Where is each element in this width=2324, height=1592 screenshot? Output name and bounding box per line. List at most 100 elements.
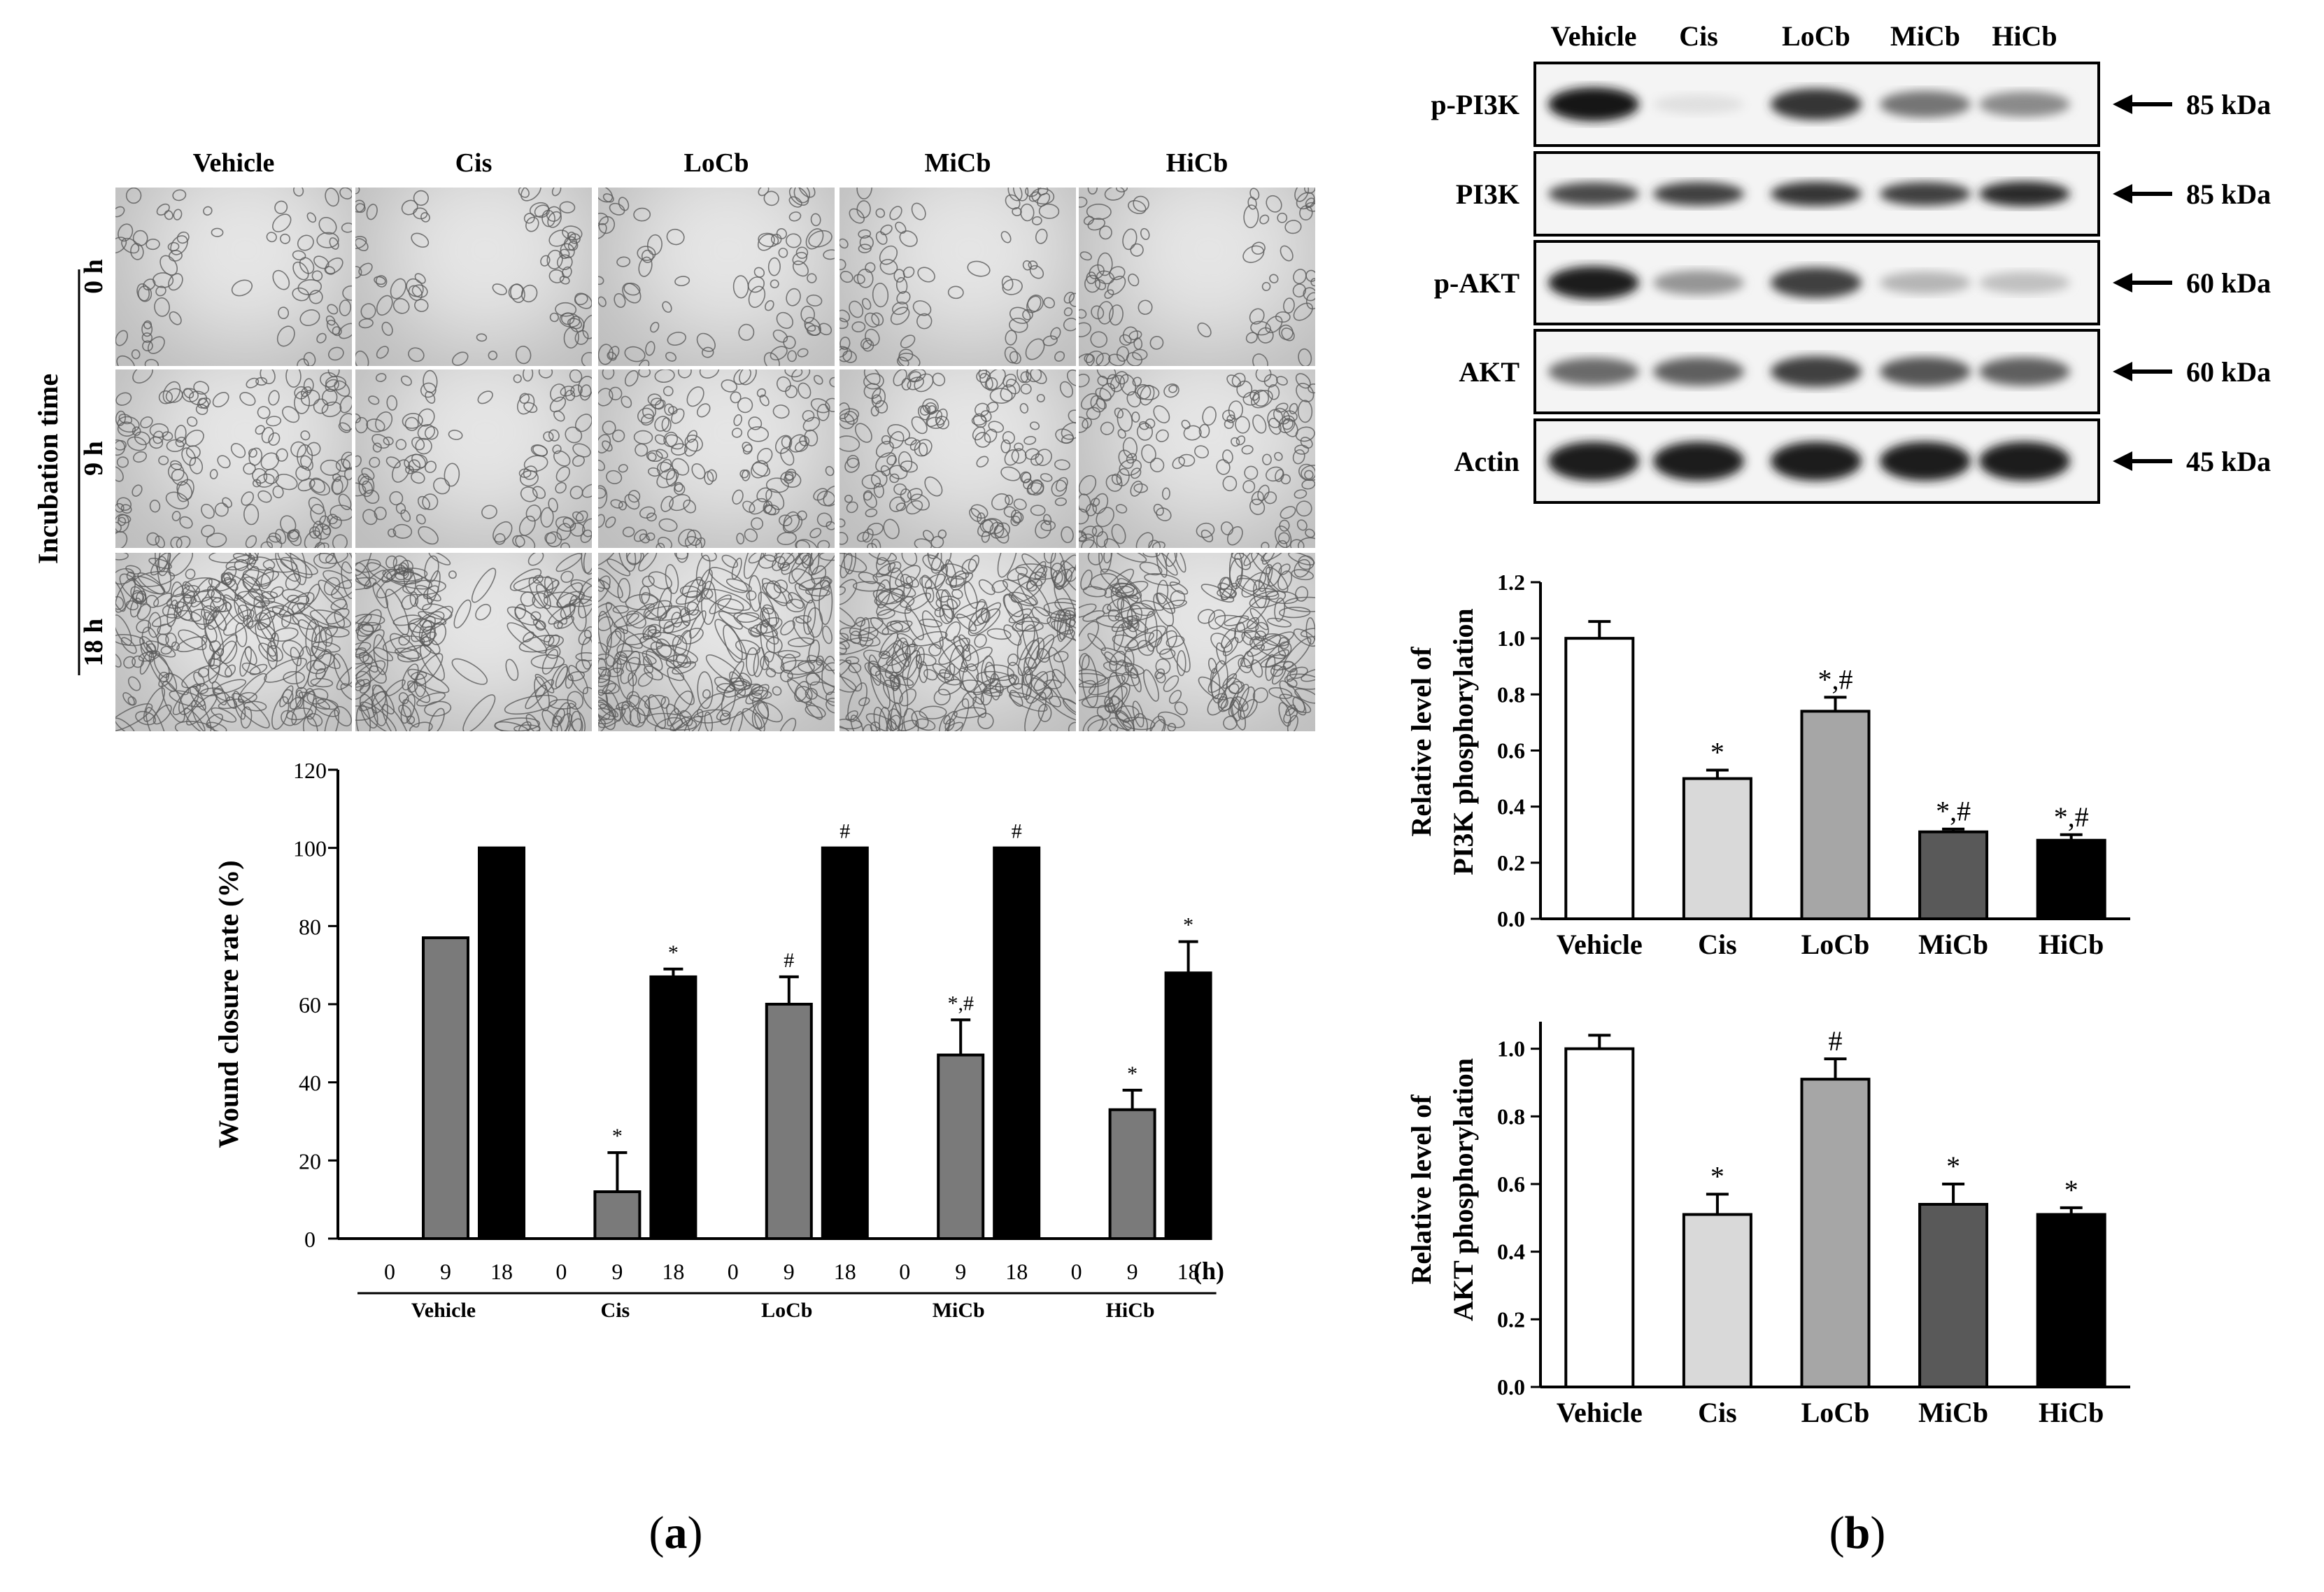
cell-mark <box>1079 533 1095 548</box>
cell-mark <box>323 570 352 589</box>
cell-mark <box>162 604 182 619</box>
cell-mark <box>648 571 672 590</box>
pi3k-annotation: * <box>1710 737 1724 768</box>
cell-mark <box>1197 322 1212 338</box>
cell-mark <box>1281 327 1295 341</box>
cell-mark <box>1247 196 1257 210</box>
cell-mark <box>127 676 141 691</box>
cell-mark <box>1230 699 1242 721</box>
cell-mark <box>1091 305 1105 320</box>
cell-mark <box>1236 380 1253 398</box>
cell-mark <box>686 386 704 407</box>
cell-mark <box>1107 672 1124 715</box>
cell-mark <box>327 369 340 378</box>
cell-mark <box>608 346 620 360</box>
cell-mark <box>1154 668 1165 679</box>
cell-mark <box>605 516 616 528</box>
cell-mark <box>753 647 765 677</box>
cell-mark <box>763 500 773 514</box>
cell-mark <box>839 642 847 654</box>
wound-y-tick-label-40: 40 <box>299 1071 321 1096</box>
pi3k-x-tick-label-cis: Cis <box>1698 929 1737 960</box>
cell-mark <box>371 434 390 449</box>
akt-y-tick-label: 0.8 <box>1497 1104 1525 1129</box>
cell-mark <box>154 297 170 317</box>
cell-mark <box>618 197 630 211</box>
cell-mark <box>1167 723 1177 731</box>
cell-mark <box>420 644 445 681</box>
cell-mark <box>1152 541 1165 548</box>
cell-mark <box>778 247 788 258</box>
blot-band <box>1979 181 2070 206</box>
cell-mark <box>245 535 257 548</box>
cell-mark <box>804 429 819 446</box>
cell-mark <box>419 611 445 628</box>
cell-mark <box>975 432 991 448</box>
cell-mark <box>1063 318 1076 332</box>
cell-mark <box>899 688 916 707</box>
cell-mark <box>858 244 872 253</box>
cell-mark <box>780 660 815 675</box>
cell-mark <box>626 553 644 565</box>
cell-mark <box>660 458 672 473</box>
cell-mark <box>1280 474 1291 485</box>
cell-mark <box>763 190 779 206</box>
cell-mark <box>624 369 639 387</box>
cell-mark <box>579 384 592 401</box>
cell-mark <box>255 376 268 386</box>
cell-mark <box>963 581 978 609</box>
cell-mark <box>1000 231 1012 244</box>
cell-mark <box>560 386 575 397</box>
cell-mark <box>1257 327 1274 344</box>
cell-mark <box>276 448 288 462</box>
cell-mark <box>871 538 881 548</box>
cell-mark <box>1277 532 1290 544</box>
cell-mark <box>863 490 873 501</box>
cell-mark <box>422 603 453 620</box>
cell-mark <box>1149 458 1165 472</box>
cell-mark <box>231 279 253 297</box>
cell-mark <box>1090 498 1100 507</box>
cell-mark <box>277 553 313 579</box>
cell-mark <box>543 431 554 442</box>
cell-mark <box>1114 553 1147 563</box>
cell-mark <box>1135 532 1154 548</box>
cell-mark <box>116 355 136 366</box>
cell-mark <box>572 443 591 458</box>
cell-mark <box>1043 602 1076 617</box>
cell-mark <box>621 395 632 409</box>
cell-mark <box>777 649 801 658</box>
cell-mark <box>1262 453 1272 465</box>
cell-mark <box>306 688 329 705</box>
cell-mark <box>895 221 907 234</box>
cell-mark <box>381 321 393 336</box>
cell-mark <box>829 376 835 388</box>
cell-mark <box>364 489 380 505</box>
blot-band <box>1979 357 2070 386</box>
cell-mark <box>1035 449 1052 466</box>
micrograph-haze <box>863 188 1076 348</box>
cell-mark <box>313 553 337 569</box>
cell-mark <box>409 721 433 731</box>
cell-mark <box>175 437 187 447</box>
cell-mark <box>1096 507 1114 528</box>
cell-mark <box>1087 633 1106 651</box>
cell-mark <box>115 614 132 646</box>
cell-mark <box>1231 437 1240 447</box>
cell-mark <box>492 283 507 295</box>
cell-mark <box>266 232 277 243</box>
cell-mark <box>402 698 420 728</box>
cell-mark <box>900 334 916 348</box>
cell-mark <box>672 458 690 476</box>
cell-mark <box>756 487 772 502</box>
cell-mark <box>795 540 811 548</box>
cell-mark <box>117 421 136 437</box>
cell-mark <box>1163 675 1179 692</box>
cell-mark <box>280 233 291 244</box>
cell-mark <box>162 431 173 441</box>
cell-mark <box>871 312 884 326</box>
cell-mark <box>839 532 849 545</box>
cell-mark <box>889 465 908 479</box>
cell-mark <box>756 617 783 634</box>
cell-mark <box>514 603 526 619</box>
